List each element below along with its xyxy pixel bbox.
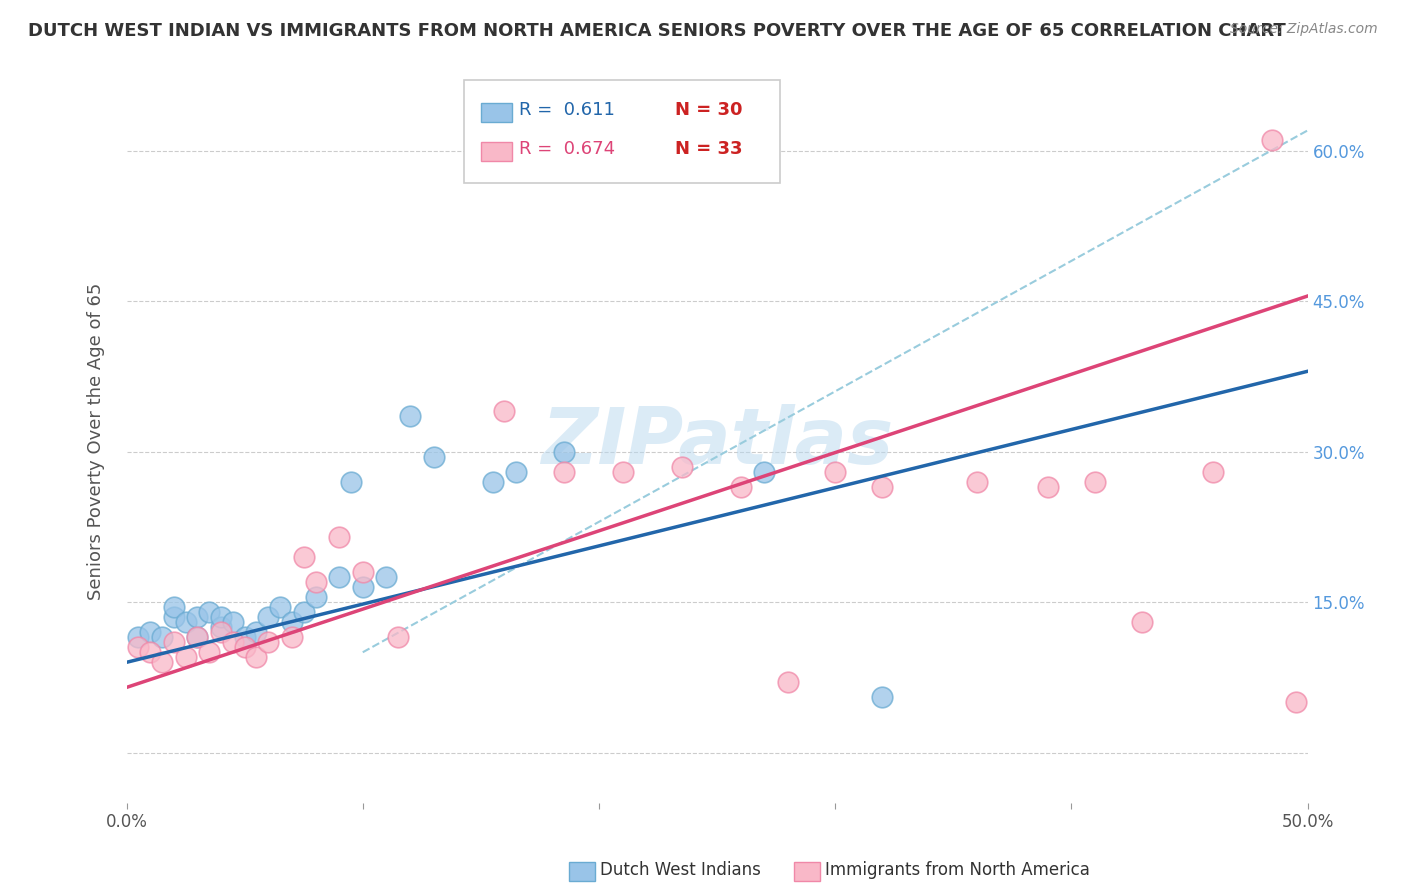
Point [163, 600, 186, 615]
Point [127, 640, 149, 655]
Point [292, 549, 315, 564]
Point [174, 650, 197, 665]
Point [872, 690, 894, 705]
Point [269, 600, 291, 615]
Point [340, 475, 363, 489]
Point [1261, 134, 1284, 148]
Point [671, 459, 693, 474]
Point [505, 465, 527, 479]
Y-axis label: Seniors Poverty Over the Age of 65: Seniors Poverty Over the Age of 65 [87, 283, 105, 600]
Point [198, 605, 221, 619]
Text: R =  0.611: R = 0.611 [519, 101, 614, 119]
Point [174, 615, 197, 630]
Point [352, 565, 374, 579]
Point [553, 465, 575, 479]
Point [776, 675, 799, 690]
Point [139, 645, 162, 659]
Point [399, 409, 422, 424]
Point [304, 590, 326, 604]
Point [150, 655, 173, 669]
Point [328, 570, 350, 584]
Point [257, 635, 280, 649]
Point [186, 630, 208, 644]
Point [186, 610, 208, 624]
Text: Dutch West Indians: Dutch West Indians [600, 861, 761, 879]
Point [966, 475, 988, 489]
Point [1285, 696, 1308, 710]
Point [233, 630, 256, 644]
Point [127, 630, 149, 644]
Point [1084, 475, 1107, 489]
Text: Immigrants from North America: Immigrants from North America [825, 861, 1090, 879]
Point [494, 404, 516, 418]
Point [150, 630, 173, 644]
Point [754, 465, 776, 479]
Point [209, 610, 232, 624]
Point [352, 580, 374, 594]
Point [730, 480, 752, 494]
Point [198, 645, 221, 659]
Text: N = 30: N = 30 [675, 101, 742, 119]
Point [186, 630, 208, 644]
Point [245, 625, 267, 640]
Point [422, 450, 444, 464]
Point [245, 650, 267, 665]
Text: Source: ZipAtlas.com: Source: ZipAtlas.com [1230, 22, 1378, 37]
Point [375, 570, 398, 584]
Point [824, 465, 846, 479]
Point [328, 530, 350, 544]
Point [233, 640, 256, 655]
Point [163, 635, 186, 649]
Point [163, 610, 186, 624]
Point [209, 620, 232, 634]
Text: ZIPatlas: ZIPatlas [541, 403, 893, 480]
Point [1202, 465, 1225, 479]
Point [304, 575, 326, 590]
Text: DUTCH WEST INDIAN VS IMMIGRANTS FROM NORTH AMERICA SENIORS POVERTY OVER THE AGE : DUTCH WEST INDIAN VS IMMIGRANTS FROM NOR… [28, 22, 1286, 40]
Text: N = 33: N = 33 [675, 140, 742, 158]
Point [387, 630, 409, 644]
Point [281, 615, 304, 630]
Point [281, 630, 304, 644]
Point [257, 610, 280, 624]
Point [612, 465, 634, 479]
Point [209, 625, 232, 640]
Point [139, 625, 162, 640]
Point [1130, 615, 1153, 630]
Point [872, 480, 894, 494]
Point [1036, 480, 1059, 494]
Point [481, 475, 503, 489]
Point [553, 444, 575, 458]
Point [292, 605, 315, 619]
Point [222, 615, 245, 630]
Point [222, 635, 245, 649]
Text: R =  0.674: R = 0.674 [519, 140, 614, 158]
